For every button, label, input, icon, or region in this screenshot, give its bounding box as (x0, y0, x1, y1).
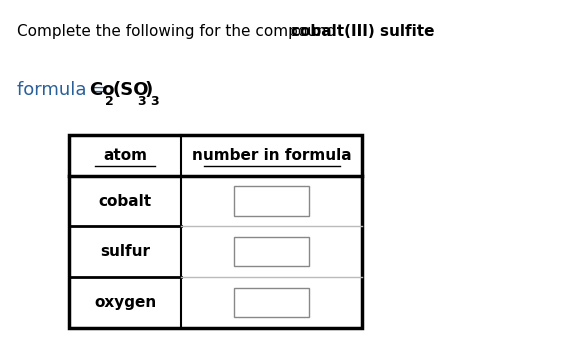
Text: .: . (424, 24, 434, 39)
Text: sulfur: sulfur (100, 244, 150, 259)
Bar (235, 288, 309, 317)
Text: 3: 3 (150, 95, 159, 108)
Text: 3: 3 (137, 95, 146, 108)
Text: cobalt(III) sulfite: cobalt(III) sulfite (291, 24, 435, 39)
Text: ): ) (145, 81, 153, 99)
Bar (235, 237, 309, 266)
Text: oxygen: oxygen (94, 295, 156, 310)
Text: Complete the following for the compound: Complete the following for the compound (17, 24, 342, 39)
Text: number in formula: number in formula (192, 148, 351, 163)
Text: Co: Co (89, 81, 114, 99)
Text: cobalt: cobalt (98, 194, 152, 209)
Text: formula =: formula = (17, 81, 113, 99)
Bar (235, 186, 309, 216)
Bar (69, 135, 362, 328)
Text: 2: 2 (105, 95, 114, 108)
Text: (SO: (SO (113, 81, 149, 99)
Text: atom: atom (103, 148, 147, 163)
